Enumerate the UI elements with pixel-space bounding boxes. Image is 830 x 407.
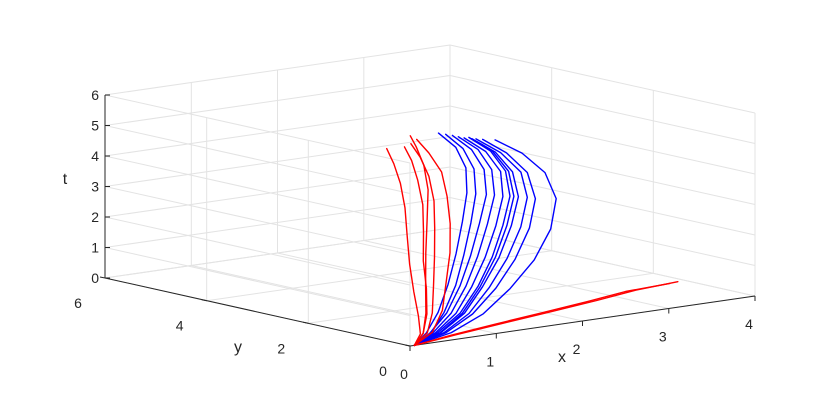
x-tick-label: 2 bbox=[573, 341, 581, 357]
t-tick-label: 2 bbox=[91, 209, 99, 225]
x-tick-label: 1 bbox=[486, 354, 494, 370]
grid-line bbox=[449, 44, 756, 114]
blue-trajectory bbox=[413, 138, 537, 347]
blue-trajectory bbox=[413, 137, 515, 347]
y-axis-label: y bbox=[234, 339, 242, 356]
blue-trajectory bbox=[413, 134, 488, 347]
grid-line bbox=[363, 240, 669, 309]
y-tick-mark bbox=[404, 344, 411, 347]
blue-trajectory bbox=[413, 138, 528, 347]
blue-trajectory bbox=[413, 137, 520, 347]
grid-line bbox=[104, 125, 411, 194]
grid-line bbox=[449, 75, 756, 144]
blue-trajectory bbox=[413, 137, 504, 347]
grid-line bbox=[206, 250, 552, 302]
grid-line bbox=[104, 44, 451, 96]
trajectories bbox=[386, 132, 679, 347]
x-axis-label: x bbox=[558, 349, 566, 366]
grid-line bbox=[104, 75, 451, 126]
x-tick-label: 0 bbox=[400, 366, 408, 382]
blue-trajectory bbox=[413, 135, 496, 347]
red-trajectory bbox=[413, 138, 451, 347]
y-tick-label: 4 bbox=[176, 318, 184, 334]
t-axis-label: t bbox=[63, 171, 68, 188]
t-tick-label: 3 bbox=[91, 179, 99, 195]
grid-line bbox=[191, 265, 497, 334]
grid-line bbox=[104, 166, 451, 218]
x-tick-label: 4 bbox=[745, 316, 753, 332]
x-tick-label: 3 bbox=[659, 329, 667, 345]
t-tick-label: 1 bbox=[91, 240, 99, 256]
grid-line bbox=[104, 227, 451, 279]
y-tick-label: 2 bbox=[277, 340, 285, 356]
grid-line bbox=[449, 197, 756, 266]
t-tick-label: 4 bbox=[91, 148, 99, 164]
grid-line bbox=[104, 197, 451, 248]
y-tick-mark bbox=[99, 276, 106, 279]
grid-line bbox=[104, 155, 411, 225]
grid-line bbox=[449, 227, 756, 297]
t-tick-label: 6 bbox=[91, 87, 99, 103]
y-tick-label: 0 bbox=[379, 363, 387, 379]
y-tick-mark bbox=[201, 299, 207, 302]
red-trajectory bbox=[413, 282, 671, 347]
grid-line bbox=[104, 94, 411, 164]
grid-line bbox=[449, 105, 756, 175]
y-tick-label: 6 bbox=[74, 295, 82, 311]
grid-line bbox=[104, 105, 451, 157]
y-tick-mark bbox=[303, 321, 309, 324]
t-tick-label: 0 bbox=[91, 270, 99, 286]
blue-trajectory bbox=[413, 139, 557, 347]
blue-trajectory bbox=[413, 136, 511, 347]
grid-line bbox=[277, 252, 583, 322]
grid-line bbox=[104, 136, 451, 187]
red-trajectory bbox=[386, 147, 422, 347]
y-axis-line bbox=[104, 277, 411, 347]
grid-line bbox=[104, 247, 411, 316]
grid-line bbox=[449, 136, 756, 205]
t-tick-label: 5 bbox=[91, 118, 99, 134]
grid-line bbox=[104, 186, 411, 255]
axis-box bbox=[99, 94, 756, 351]
red-trajectory bbox=[409, 135, 429, 347]
grid-lines bbox=[104, 44, 756, 347]
blue-trajectory bbox=[413, 132, 468, 347]
grid-line bbox=[104, 216, 411, 286]
